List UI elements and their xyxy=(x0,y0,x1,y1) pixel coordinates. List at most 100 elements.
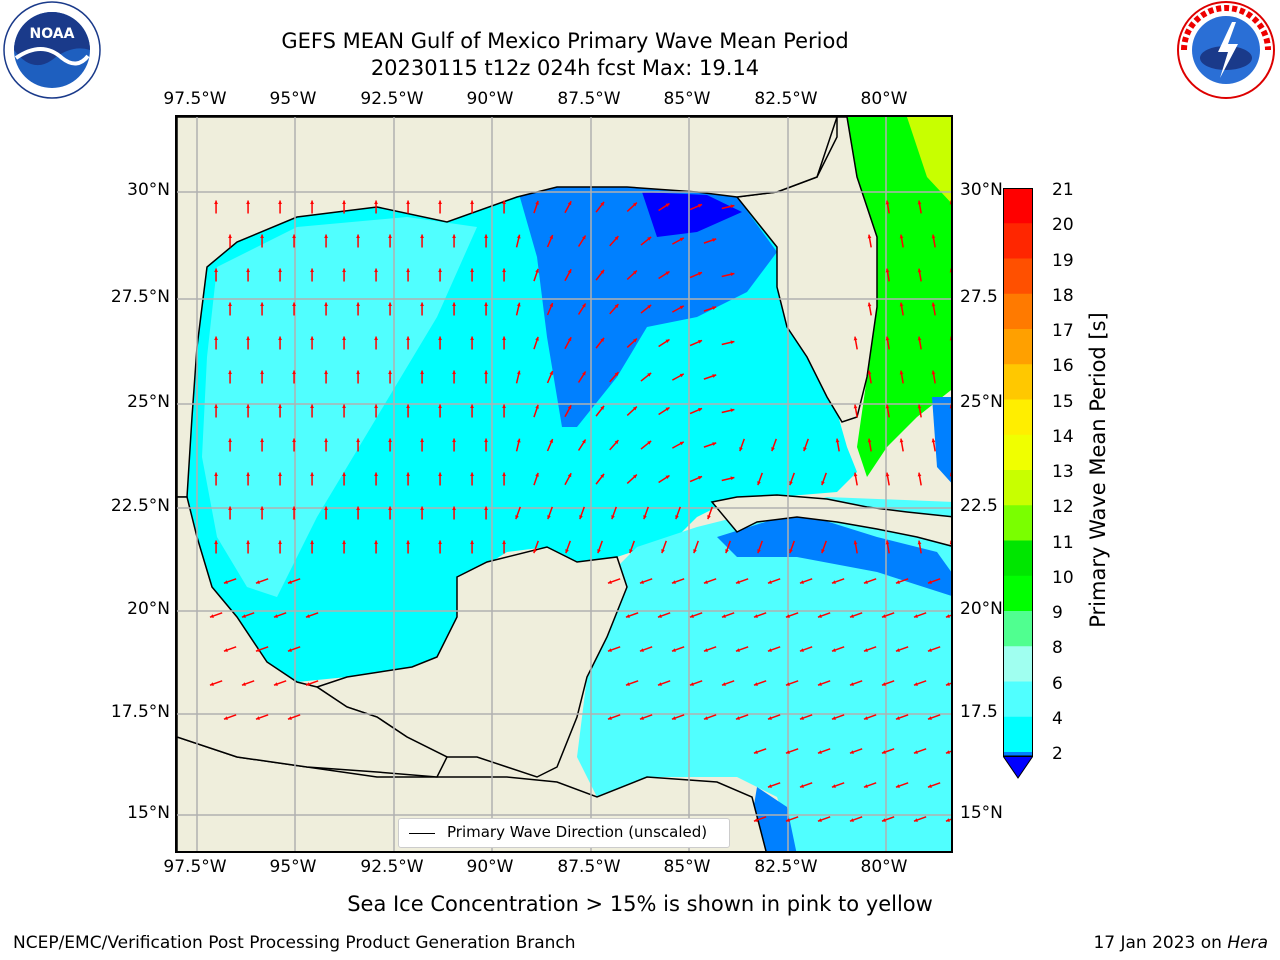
wave-arrow-head xyxy=(582,303,586,308)
wave-arrow xyxy=(950,336,951,342)
wave-arrow-head xyxy=(735,580,740,584)
colorbar-tick: 19 xyxy=(1052,250,1074,271)
wave-arrow-head xyxy=(223,648,228,652)
wave-arrow-head xyxy=(730,476,735,481)
wave-arrow-head xyxy=(945,818,950,822)
colorbar-tick: 21 xyxy=(1052,180,1074,200)
wave-arrow-head xyxy=(614,236,619,241)
wave-arrow-head xyxy=(913,818,918,822)
wave-arrow-head xyxy=(241,682,246,686)
colorbar-swatch xyxy=(1003,293,1033,330)
colorbar-tick: 8 xyxy=(1052,638,1063,659)
lat-tick-right: 17.5 xyxy=(960,702,998,722)
wave-arrow-head xyxy=(502,404,506,409)
wave-direction-arrows xyxy=(209,200,951,822)
colorbar-tick: 11 xyxy=(1052,532,1074,553)
wave-arrow-head xyxy=(287,580,292,584)
lon-tick-bottom: 82.5°W xyxy=(754,857,818,877)
wave-arrow-head xyxy=(484,506,488,511)
colorbar-swatch xyxy=(1003,188,1033,224)
wave-arrow-head xyxy=(310,336,314,341)
caribbean-blue-band xyxy=(717,512,951,596)
wave-arrow-head xyxy=(356,234,360,239)
wave-arrow-head xyxy=(260,506,264,511)
wave-arrow-head xyxy=(278,268,282,273)
colorbar xyxy=(1002,188,1034,780)
colorbar-tick: 14 xyxy=(1052,426,1074,447)
wave-arrow-head xyxy=(945,614,950,618)
wave-arrow-head xyxy=(406,336,410,341)
lat-tick-left: 22.5°N xyxy=(110,496,170,516)
wave-arrow-head xyxy=(632,406,637,411)
colorbar-tick: 20 xyxy=(1052,215,1074,236)
wave-arrow-head xyxy=(374,200,378,205)
northern-gulf-blue xyxy=(517,187,777,427)
colorbar-swatches xyxy=(1002,188,1034,779)
wave-arrow-head xyxy=(292,234,296,239)
wave-arrow-head xyxy=(927,784,932,788)
sea-ice-note: Sea Ice Concentration > 15% is shown in … xyxy=(347,892,933,916)
wave-arrow-head xyxy=(406,200,410,205)
lon-tick-top: 92.5°W xyxy=(360,89,424,109)
wave-arrow-head xyxy=(867,438,872,443)
lon-tick-top: 97.5°W xyxy=(163,89,227,109)
wave-arrow-head xyxy=(799,580,804,584)
wave-arrow-head xyxy=(647,440,652,445)
colorbar-label: Primary Wave Mean Period [s] xyxy=(1086,312,1110,628)
wave-arrow-head xyxy=(679,373,684,378)
wave-arrow-head xyxy=(388,370,392,375)
wave-arrow-head xyxy=(600,405,605,410)
colorbar-tick: 13 xyxy=(1052,462,1074,482)
wave-arrow-head xyxy=(246,200,250,205)
wave-arrow-head xyxy=(214,404,218,409)
map-panel[interactable] xyxy=(175,115,953,853)
wave-arrow-head xyxy=(643,515,647,520)
wave-arrow-head xyxy=(273,682,278,686)
wave-arrow-head xyxy=(881,818,886,822)
colorbar-swatch xyxy=(1003,611,1033,647)
lat-tick-left: 20°N xyxy=(127,599,170,619)
wave-arrow-head xyxy=(885,268,890,273)
wave-arrow-head xyxy=(614,440,619,445)
lon-tick-bottom: 95°W xyxy=(269,857,317,877)
wave-arrow-head xyxy=(502,336,506,341)
wave-arrow-head xyxy=(730,408,735,413)
wave-arrow-head xyxy=(324,506,328,511)
noaa-logo: NOAA xyxy=(2,0,102,100)
wave-arrow-head xyxy=(420,438,424,443)
wave-arrow-head xyxy=(767,784,772,788)
wave-arrow-head xyxy=(863,716,868,720)
wave-arrow-head xyxy=(292,506,296,511)
wave-arrow-head xyxy=(703,648,708,652)
wave-arrow-head xyxy=(817,750,822,754)
wave-arrow-head xyxy=(767,580,772,584)
wave-arrow-head xyxy=(885,404,890,409)
wave-arrow-head xyxy=(484,438,488,443)
wave-arrow-head xyxy=(913,682,918,686)
wave-arrow-head xyxy=(899,234,904,239)
wave-arrow-head xyxy=(278,404,282,409)
wave-arrow-head xyxy=(849,750,854,754)
wave-arrow-head xyxy=(949,540,951,545)
wave-arrow-head xyxy=(278,540,282,545)
colorbar-swatch xyxy=(1003,681,1033,718)
wave-arrow-head xyxy=(949,404,951,409)
wave-arrow-head xyxy=(246,540,250,545)
wave-arrow-head xyxy=(582,235,586,240)
wave-arrow-head xyxy=(374,268,378,273)
wave-arrow-head xyxy=(484,234,488,239)
wave-arrow-head xyxy=(949,472,951,477)
wave-arrow-head xyxy=(789,481,793,486)
wave-arrow-head xyxy=(849,682,854,686)
wave-arrow-head xyxy=(502,540,506,545)
wave-arrow-head xyxy=(698,408,703,412)
wave-arrow-head xyxy=(671,716,676,720)
wave-arrow-head xyxy=(502,472,506,477)
wave-arrow-head xyxy=(549,235,553,239)
wave-arrow-head xyxy=(374,540,378,545)
wave-arrow-head xyxy=(831,648,836,652)
wave-arrow-head xyxy=(255,648,260,652)
wave-arrow-head xyxy=(438,540,442,545)
wave-arrow-head xyxy=(214,336,218,341)
wave-arrow-head xyxy=(549,439,553,443)
